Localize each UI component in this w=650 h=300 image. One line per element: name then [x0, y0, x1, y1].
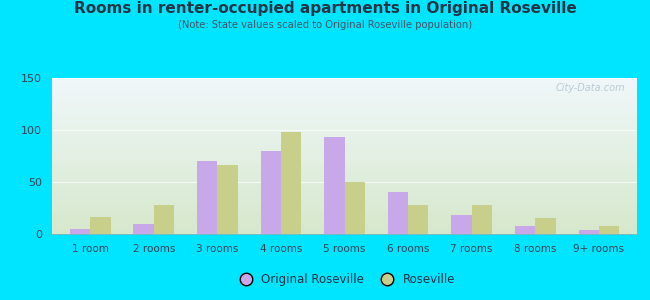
Bar [578, 230, 599, 234]
Bar [388, 192, 408, 234]
Bar [599, 226, 619, 234]
Bar [472, 205, 492, 234]
Bar [344, 182, 365, 234]
Text: City-Data.com: City-Data.com [556, 83, 625, 93]
Bar [261, 151, 281, 234]
Bar [217, 165, 238, 234]
Text: Rooms in renter-occupied apartments in Original Roseville: Rooms in renter-occupied apartments in O… [73, 2, 577, 16]
Bar [281, 132, 301, 234]
Bar [515, 226, 535, 234]
Bar [324, 137, 345, 234]
Legend: Original Roseville, Roseville: Original Roseville, Roseville [229, 268, 460, 290]
Bar [408, 205, 428, 234]
Bar [535, 218, 556, 234]
Bar [70, 229, 90, 234]
Bar [451, 215, 472, 234]
Bar [90, 218, 110, 234]
Bar [133, 224, 154, 234]
Bar [154, 205, 174, 234]
Text: (Note: State values scaled to Original Roseville population): (Note: State values scaled to Original R… [178, 20, 472, 29]
Bar [197, 161, 217, 234]
